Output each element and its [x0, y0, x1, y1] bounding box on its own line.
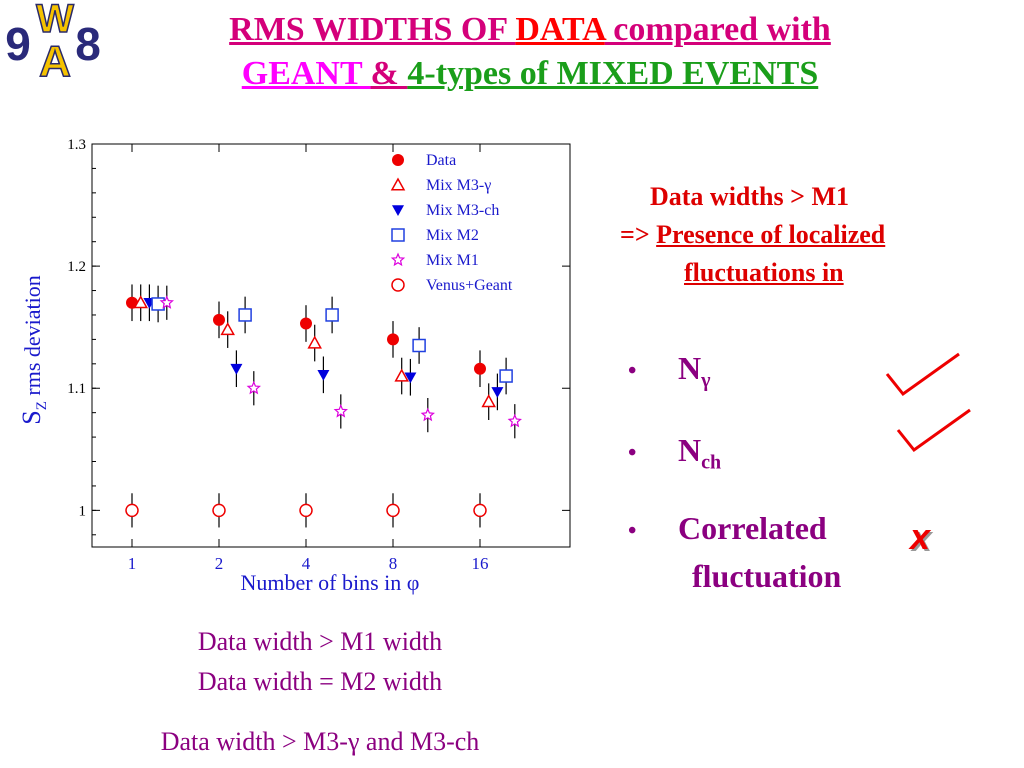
legend-label: Mix M1 — [426, 252, 479, 269]
x-tick-label: 4 — [302, 554, 311, 573]
data-point — [317, 370, 330, 381]
bullet-n-gamma-sub: γ — [701, 369, 711, 392]
logo-letter-9: 9 — [5, 18, 31, 70]
title-line-1: RMS WIDTHS OF DATA compared with — [150, 8, 910, 52]
conclusion-3: Data width > M3-γ and M3-ch — [160, 727, 480, 756]
y-tick-label: 1.1 — [67, 381, 86, 397]
bullet-n-ch-sub: ch — [701, 451, 722, 474]
note-arrow: => — [620, 220, 657, 249]
data-point — [230, 363, 243, 375]
data-point — [420, 407, 435, 422]
note-line-3: fluctuations in — [684, 258, 844, 287]
x-tick-label: 8 — [389, 554, 398, 573]
data-point — [391, 228, 405, 242]
x-tick-label: 1 — [128, 554, 137, 573]
data-point — [391, 278, 405, 292]
data-point — [404, 372, 417, 384]
data-point — [220, 322, 235, 336]
data-point — [390, 177, 406, 191]
data-point — [299, 503, 313, 518]
data-point — [507, 413, 522, 428]
bullet-correlated-line2: fluctuation — [692, 558, 842, 594]
y-tick-label: 1 — [79, 503, 87, 519]
conclusion-2: Data width = M2 width — [197, 667, 443, 696]
x-mark-icon: x — [910, 516, 931, 557]
title-line-2: GEANT & 4-types of MIXED EVENTS — [150, 52, 910, 96]
data-point — [491, 387, 504, 398]
note-presence: Presence of localized — [656, 220, 886, 249]
data-point — [392, 205, 404, 216]
y-axis-label: SZ rms deviation — [17, 275, 50, 425]
data-point — [238, 308, 252, 322]
x-tick-label: 16 — [472, 554, 489, 573]
title-seg-mixed: 4-types of MIXED EVENTS — [407, 55, 819, 92]
data-point — [213, 313, 225, 326]
bullet-n-gamma-main: N — [678, 350, 702, 386]
check-mark-icon — [885, 352, 960, 397]
title-seg-1: RMS WIDTHS OF — [229, 11, 516, 48]
bullet-dot: • — [628, 440, 637, 467]
legend-label: Venus+Geant — [426, 277, 513, 294]
data-point — [474, 362, 486, 375]
bullet-correlated: • Correlated — [628, 510, 827, 547]
observation-notes: Data widths > M1 => Presence of localize… — [620, 178, 1000, 292]
data-point — [325, 308, 339, 322]
slide-title: RMS WIDTHS OF DATA compared with GEANT &… — [150, 8, 910, 96]
conclusions: Data width > M1 width Data width = M2 wi… — [60, 622, 580, 762]
note-line-2: => Presence of localized — [620, 216, 1000, 254]
x-axis-label: Number of bins in φ — [241, 570, 420, 595]
data-point — [307, 335, 322, 349]
data-point — [499, 369, 513, 383]
data-point — [392, 154, 404, 166]
title-seg-data: DATA — [515, 11, 605, 48]
title-seg-amp: & — [370, 55, 408, 92]
bullet-n-ch: • Nch — [628, 432, 721, 474]
bullet-n-gamma: • Nγ — [628, 350, 710, 392]
title-seg-compared: compared with — [604, 11, 831, 48]
rms-width-chart: 1 1.1 1.2 1.3 1 2 4 8 16 Data Mix M3-γ Mix M3-ch M… — [17, 137, 571, 595]
check-mark-icon — [896, 408, 971, 453]
data-point — [151, 297, 165, 311]
wa98-logo: W 9 A 8 — [5, 0, 101, 80]
y-axis-label-rest: rms deviation — [20, 275, 45, 401]
data-point — [390, 252, 406, 267]
legend-label: Mix M3-ch — [426, 202, 499, 219]
y-tick-label: 1.2 — [67, 259, 86, 275]
legend-label: Mix M2 — [426, 227, 479, 244]
legend-label: Data — [426, 152, 456, 169]
conclusion-1: Data width > M1 width — [197, 627, 443, 656]
logo-letter-8: 8 — [75, 18, 101, 70]
data-point — [212, 503, 226, 518]
logo-letter-a: A — [39, 37, 71, 80]
y-tick-label: 1.3 — [67, 137, 86, 153]
logo-letter-w: W — [36, 0, 74, 41]
bullet-dot: • — [628, 518, 637, 545]
data-point — [246, 380, 261, 395]
bullet-n-ch-main: N — [678, 432, 702, 468]
y-axis-label-main: S — [17, 410, 46, 424]
title-seg-geant: GEANT — [241, 55, 371, 92]
data-point — [394, 368, 409, 382]
data-point — [300, 317, 312, 330]
data-point — [333, 403, 348, 418]
note-line-1: Data widths > M1 — [650, 182, 849, 211]
data-point — [125, 503, 139, 518]
plot-frame — [91, 143, 571, 548]
legend-label: Mix M3-γ — [426, 177, 491, 194]
x-tick-label: 2 — [215, 554, 224, 573]
data-point — [481, 394, 496, 408]
bullet-dot: • — [628, 358, 637, 385]
data-point — [387, 333, 399, 346]
bullet-correlated-main: Correlated — [678, 510, 827, 546]
data-point — [133, 295, 148, 309]
data-point — [159, 295, 174, 309]
data-point — [473, 503, 487, 518]
data-point — [412, 338, 426, 353]
data-point — [386, 503, 400, 518]
y-axis-label-sub: Z — [34, 401, 50, 410]
